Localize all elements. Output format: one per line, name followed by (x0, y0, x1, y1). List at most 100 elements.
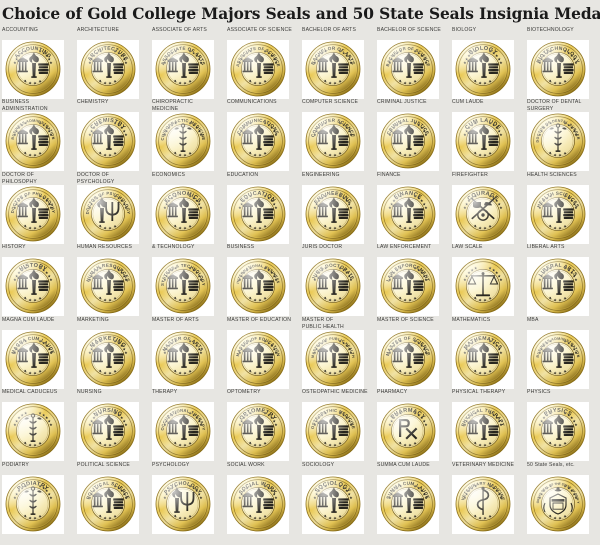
seal-medallion-icon[interactable]: PHYSICS ★★★★★★★★★★ ★ ★ ★ ★ (530, 403, 586, 459)
seal-medallion-icon[interactable]: OPTOMETRY ★★★★★★★★★★ ★ ★ ★ ★ (230, 403, 286, 459)
seal-tile[interactable]: ASSOCIATE OF SCIENCE ★★★★★★★★★★ ★ ★ ★ ★ (227, 39, 289, 99)
seal-tile[interactable]: BACHELOR OF ARTS ★★★★★★★★★★ ★ ★ ★ ★ (302, 39, 364, 99)
seal-medallion-icon[interactable]: HISTORY ★★★★★★★★★★ ★ ★ ★ ★ (5, 258, 61, 314)
seal-medallion-icon[interactable]: VETERINARY MEDICINE ★★★★★★★★★★ ★ ★ ★ ★ (455, 476, 511, 532)
seal-cell[interactable]: CHEMISTRY (75, 99, 150, 172)
seal-tile[interactable]: MARKETING ★★★★★★★★★★ ★ ★ ★ ★ (77, 329, 139, 389)
seal-medallion-icon[interactable]: PODIATRY ★★★★★★★★★★ ★ ★ ★ ★ (5, 476, 61, 532)
seal-tile[interactable]: SYSTEMS & TECHNOLOGY ★★★★★★★★★★ ★ ★ ★ ★ (152, 257, 214, 317)
seal-cell[interactable]: SOCIOLOGY (300, 462, 375, 535)
seal-medallion-icon[interactable]: SYSTEMS & TECHNOLOGY ★★★★★★★★★★ ★ ★ ★ ★ (155, 258, 211, 314)
seal-cell[interactable]: ECONOMICS (150, 172, 225, 245)
seal-cell[interactable]: ASSOCIATE OF ARTS (150, 27, 225, 100)
seal-tile[interactable]: BIOLOGY ★★★★★★★★★★ ★ ★ ★ ★ (452, 39, 514, 99)
seal-tile[interactable]: EDUCATION ★★★★★★★★★★ ★ ★ ★ ★ (227, 184, 289, 244)
seal-tile[interactable]: MAGNA CUM LAUDE ★★★★★★★★★★ ★ ★ ★ ★ (2, 329, 64, 389)
seal-tile[interactable]: OPTOMETRY ★★★★★★★★★★ ★ ★ ★ ★ (227, 402, 289, 462)
seal-tile[interactable]: VETERINARY MEDICINE ★★★★★★★★★★ ★ ★ ★ ★ (452, 474, 514, 534)
seal-medallion-icon[interactable]: ★★★★★★★★★★ ★ ★ ★ ★ (5, 403, 61, 459)
seal-medallion-icon[interactable]: LAW ENFORCEMENT ★★★★★★★★★★ ★ ★ ★ ★ (380, 258, 436, 314)
seal-tile[interactable]: COMPUTER SCIENCE ★★★★★★★★★★ ★ ★ ★ ★ (302, 112, 364, 172)
seal-medallion-icon[interactable]: ENGINEERING ★★★★★★★★★★ ★ ★ ★ ★ (305, 186, 361, 242)
seal-medallion-icon[interactable]: LIBERAL ARTS ★★★★★★★★★★ ★ ★ ★ ★ (530, 258, 586, 314)
seal-tile[interactable]: BUSINESS ADMINISTRATION ★★★★★★★★★★ ★ ★ ★… (527, 329, 589, 389)
seal-cell[interactable]: COMMUNICATIONS (225, 99, 300, 172)
seal-cell[interactable]: PODIATRY (0, 462, 75, 535)
seal-medallion-icon[interactable]: EDUCATION ★★★★★★★★★★ ★ ★ ★ ★ (230, 186, 286, 242)
seal-medallion-icon[interactable]: COMPUTER SCIENCE ★★★★★★★★★★ ★ ★ ★ ★ (305, 113, 361, 169)
seal-cell[interactable]: PSYCHOLOGY (150, 462, 225, 535)
seal-tile[interactable]: CUM LAUDE ★★★★★★★★★★ ★ ★ ★ ★ (452, 112, 514, 172)
seal-medallion-icon[interactable]: BUSINESS ADMINISTRATION ★★★★★★★★★★ ★ ★ ★… (530, 331, 586, 387)
seal-tile[interactable]: HUMAN RESOURCES ★★★★★★★★★★ ★ ★ ★ ★ (77, 257, 139, 317)
seal-tile[interactable]: HEALTH SCIENCES ★★★★★★★★★★ ★ ★ ★ ★ (527, 184, 589, 244)
seal-medallion-icon[interactable]: OSTEOPATHIC MEDICINE ★★★★★★★★★★ ★ ★ ★ ★ (305, 403, 361, 459)
seal-tile[interactable]: DOCTOR OF DENTAL SURGERY ★★★★★★★★★★ ★ ★ … (527, 112, 589, 172)
seal-medallion-icon[interactable]: BIOLOGY ★★★★★★★★★★ ★ ★ ★ ★ (455, 41, 511, 97)
seal-cell[interactable]: MAGNA CUM LAUDE (0, 317, 75, 390)
seal-tile[interactable]: LAW ENFORCEMENT ★★★★★★★★★★ ★ ★ ★ ★ (377, 257, 439, 317)
seal-cell[interactable]: LAW ENFORCEMENT (375, 244, 450, 317)
seal-medallion-icon[interactable]: CHIROPRACTIC MEDICINE ★★★★★★★★★★ ★ ★ ★ ★ (155, 113, 211, 169)
seal-cell[interactable]: MEDICAL CADUCEUS (0, 389, 75, 462)
seal-tile[interactable]: OSTEOPATHIC MEDICINE ★★★★★★★★★★ ★ ★ ★ ★ (302, 402, 364, 462)
seal-cell[interactable]: MASTER OF ARTS (150, 317, 225, 390)
seal-cell[interactable]: LAW SCALE (450, 244, 525, 317)
seal-tile[interactable]: LIBERAL ARTS ★★★★★★★★★★ ★ ★ ★ ★ (527, 257, 589, 317)
seal-cell[interactable]: COMPUTER SCIENCE (300, 99, 375, 172)
seal-medallion-icon[interactable]: BIOTECHNOLOGY ★★★★★★★★★★ ★ ★ ★ ★ (530, 41, 586, 97)
seal-cell[interactable]: HUMAN RESOURCES (75, 244, 150, 317)
seal-cell[interactable]: BACHELOR OF ARTS (300, 27, 375, 100)
seal-cell[interactable]: NURSING (75, 389, 150, 462)
seal-cell[interactable]: POLITICAL SCIENCE (75, 462, 150, 535)
seal-tile[interactable]: ARCHITECTURE ★★★★★★★★★★ ★ ★ ★ ★ (77, 39, 139, 99)
seal-tile[interactable]: INTERNATIONAL BUSINESS ★★★★★★★★★★ ★ ★ ★ … (227, 257, 289, 317)
seal-cell[interactable]: OSTEOPATHIC MEDICINE (300, 389, 375, 462)
seal-tile[interactable]: MASTER OF EDUCATION ★★★★★★★★★★ ★ ★ ★ ★ (227, 329, 289, 389)
seal-cell[interactable]: BIOLOGY (450, 27, 525, 100)
seal-medallion-icon[interactable]: ACCOUNTING ★★★★★★★★★★ ★ ★ ★ ★ (5, 41, 61, 97)
seal-cell[interactable]: PHARMACY (375, 389, 450, 462)
seal-medallion-icon[interactable]: ASSOCIATE OF ARTS ★★★★★★★★★★ ★ ★ ★ ★ (155, 41, 211, 97)
seal-tile[interactable]: CHEMISTRY ★★★★★★★★★★ ★ ★ ★ ★ (77, 112, 139, 172)
seal-medallion-icon[interactable]: MASTER OF PUBLIC HEALTH ★★★★★★★★★★ ★ ★ ★… (305, 331, 361, 387)
seal-tile[interactable]: SUMMA CUM LAUDE ★★★★★★★★★★ ★ ★ ★ ★ (377, 474, 439, 534)
seal-cell[interactable]: MBA (525, 317, 600, 390)
seal-tile[interactable]: PSYCHOLOGY ★★★★★★★★★★ ★ ★ ★ ★ (152, 474, 214, 534)
seal-medallion-icon[interactable]: THE GREAT SEAL OF THE STATE OF NEW YORK … (530, 476, 586, 532)
seal-medallion-icon[interactable]: MAGNA CUM LAUDE ★★★★★★★★★★ ★ ★ ★ ★ (5, 331, 61, 387)
seal-medallion-icon[interactable]: PHYSICAL THERAPY ★★★★★★★★★★ ★ ★ ★ ★ (455, 403, 511, 459)
seal-tile[interactable]: COMMUNICATIONS ★★★★★★★★★★ ★ ★ ★ ★ (227, 112, 289, 172)
seal-medallion-icon[interactable]: COURAGE ★★★★★★★★★★ ★ ★ ★ ★ (455, 186, 511, 242)
seal-medallion-icon[interactable]: MASTER OF EDUCATION ★★★★★★★★★★ ★ ★ ★ ★ (230, 331, 286, 387)
seal-cell[interactable]: DOCTOR OF PHILOSOPHY (0, 172, 75, 245)
seal-cell[interactable]: JURIS DOCTOR (300, 244, 375, 317)
seal-cell[interactable]: ACCOUNTING (0, 27, 75, 100)
seal-medallion-icon[interactable]: ARCHITECTURE ★★★★★★★★★★ ★ ★ ★ ★ (80, 41, 136, 97)
seal-tile[interactable]: ACCOUNTING ★★★★★★★★★★ ★ ★ ★ ★ (2, 39, 64, 99)
seal-tile[interactable]: PODIATRY ★★★★★★★★★★ ★ ★ ★ ★ (2, 474, 64, 534)
seal-tile[interactable]: MASTER OF SCIENCE ★★★★★★★★★★ ★ ★ ★ ★ (377, 329, 439, 389)
seal-cell[interactable]: THERAPY (150, 389, 225, 462)
seal-cell[interactable]: ARCHITECTURE (75, 27, 150, 100)
seal-cell[interactable]: CHIROPRACTIC MEDICINE (150, 99, 225, 172)
seal-tile[interactable]: OCCUPATIONAL THERAPY ★★★★★★★★★★ ★ ★ ★ ★ (152, 402, 214, 462)
seal-cell[interactable]: BUSINESS ADMINISTRATION (0, 99, 75, 172)
seal-medallion-icon[interactable]: HUMAN RESOURCES ★★★★★★★★★★ ★ ★ ★ ★ (80, 258, 136, 314)
seal-medallion-icon[interactable]: CRIMINAL JUSTICE ★★★★★★★★★★ ★ ★ ★ ★ (380, 113, 436, 169)
seal-cell[interactable]: PHYSICS (525, 389, 600, 462)
seal-tile[interactable]: SOCIOLOGY ★★★★★★★★★★ ★ ★ ★ ★ (302, 474, 364, 534)
seal-medallion-icon[interactable]: NURSING ★★★★★★★★★★ ★ ★ ★ ★ (80, 403, 136, 459)
seal-medallion-icon[interactable]: FINANCE ★★★★★★★★★★ ★ ★ ★ ★ (380, 186, 436, 242)
seal-medallion-icon[interactable]: SUMMA CUM LAUDE ★★★★★★★★★★ ★ ★ ★ ★ (380, 476, 436, 532)
seal-medallion-icon[interactable]: SOCIAL WORK ★★★★★★★★★★ ★ ★ ★ ★ (230, 476, 286, 532)
seal-tile[interactable]: SOCIAL WORK ★★★★★★★★★★ ★ ★ ★ ★ (227, 474, 289, 534)
seal-tile[interactable]: MASTER OF ARTS ★★★★★★★★★★ ★ ★ ★ ★ (152, 329, 214, 389)
seal-medallion-icon[interactable]: BACHELOR OF SCIENCE ★★★★★★★★★★ ★ ★ ★ ★ (380, 41, 436, 97)
seal-cell[interactable]: PHYSICAL THERAPY (450, 389, 525, 462)
seal-cell[interactable]: FIREFIGHTER (450, 172, 525, 245)
seal-cell[interactable]: DOCTOR OF DENTAL SURGERY (525, 99, 600, 172)
seal-tile[interactable]: ASSOCIATE OF ARTS ★★★★★★★★★★ ★ ★ ★ ★ (152, 39, 214, 99)
seal-tile[interactable]: DOCTOR OF PHILOSOPHY ★★★★★★★★★★ ★ ★ ★ ★ (2, 184, 64, 244)
seal-tile[interactable]: NURSING ★★★★★★★★★★ ★ ★ ★ ★ (77, 402, 139, 462)
